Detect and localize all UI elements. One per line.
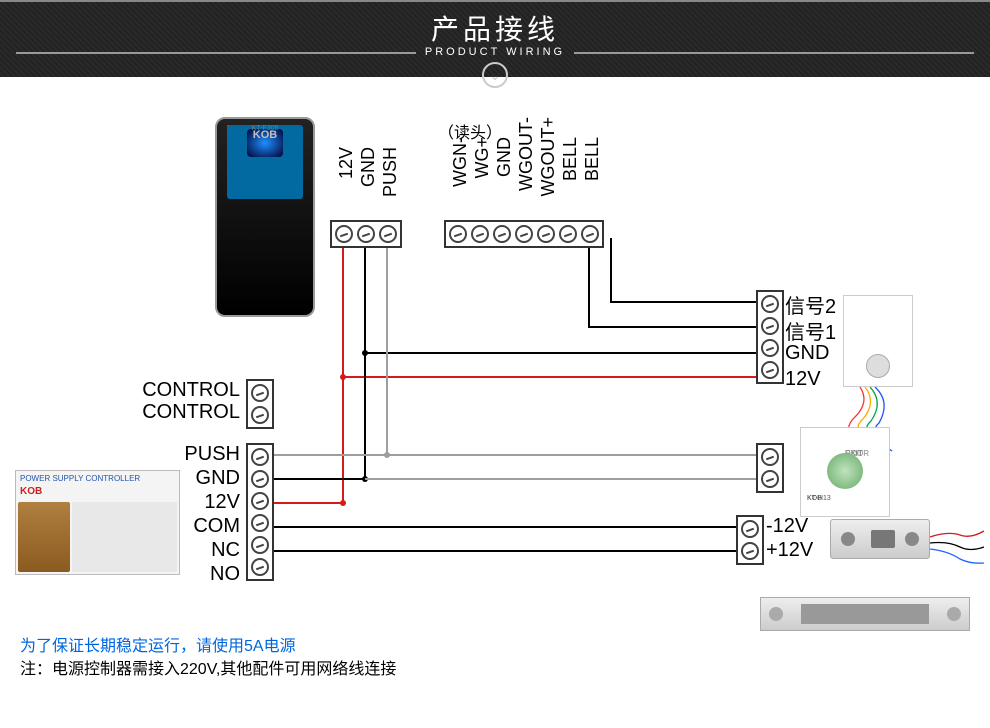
term-label: 12V xyxy=(785,368,821,391)
screw-icon xyxy=(379,225,397,243)
screw-icon xyxy=(741,520,759,538)
term-label: GND xyxy=(785,342,829,365)
screw-icon xyxy=(761,339,779,357)
maglock-plate-icon xyxy=(801,604,929,624)
screw-icon xyxy=(251,384,269,402)
psu-board xyxy=(72,502,177,572)
lock-hole-icon xyxy=(905,532,919,546)
term-label: WGOUT+ xyxy=(538,117,559,197)
electric-bolt-lock-device xyxy=(830,519,930,559)
note-220v: 注：电源控制器需接入220V,其他配件可用网络线连接 xyxy=(20,655,396,679)
header-banner: 产品接线 PRODUCT WIRING ⌄ xyxy=(0,0,990,77)
page-title: 产品接线 xyxy=(0,2,990,48)
top-terminal-block-b xyxy=(444,220,604,248)
psu-title: POWER SUPPLY CONTROLLER xyxy=(16,471,187,486)
fingerprint-reader-device: KOB KT-F305 xyxy=(215,117,315,317)
lock-hole-icon xyxy=(769,607,783,621)
screw-icon xyxy=(761,295,779,313)
exit-model: KT-H13 xyxy=(807,495,831,502)
reader-model: KT-F305 xyxy=(252,125,279,132)
lock-hole-icon xyxy=(841,532,855,546)
psu-brand: KOB xyxy=(16,486,187,500)
term-label: -12V xyxy=(766,515,808,538)
doorbell-device xyxy=(843,295,913,387)
term-label: 信号1 xyxy=(785,316,836,345)
screw-icon xyxy=(493,225,511,243)
term-label: BELL xyxy=(582,137,603,181)
left-terminal-block-lower xyxy=(246,443,274,581)
term-label: GND xyxy=(358,147,379,187)
screw-icon xyxy=(761,470,779,488)
right-doorbell-terminal-block xyxy=(756,290,784,384)
power-supply-controller-device: POWER SUPPLY CONTROLLER KOB xyxy=(15,470,180,575)
term-label: 信号2 xyxy=(785,290,836,319)
exit-button-device: DOOR EXIT KOB KT-H13 xyxy=(800,427,890,517)
page-subtitle: PRODUCT WIRING xyxy=(0,46,990,58)
screw-icon xyxy=(251,536,269,554)
magnetic-lock-device xyxy=(760,597,970,631)
term-label: CONTROL xyxy=(100,379,240,402)
lock-hole-icon xyxy=(947,607,961,621)
exit-push-icon xyxy=(827,453,863,489)
screw-icon xyxy=(251,492,269,510)
top-terminal-block-a xyxy=(330,220,402,248)
term-label: WG+ xyxy=(472,137,493,179)
transformer-icon xyxy=(18,502,70,572)
term-label: PUSH xyxy=(140,443,240,466)
note-power: 为了保证长期稳定运行，请使用5A电源 xyxy=(20,632,296,656)
screw-icon xyxy=(515,225,533,243)
screw-icon xyxy=(251,448,269,466)
term-label: BELL xyxy=(560,137,581,181)
screw-icon xyxy=(761,361,779,379)
term-label: PUSH xyxy=(380,147,401,197)
term-label: WGOUT- xyxy=(516,117,537,191)
right-lock-terminal-block xyxy=(736,515,764,565)
screw-icon xyxy=(741,542,759,560)
term-label: +12V xyxy=(766,539,813,562)
term-label: 12V xyxy=(336,147,357,179)
screw-icon xyxy=(251,558,269,576)
screw-icon xyxy=(251,514,269,532)
wiring-diagram: KOB KT-F305 （读头） 12V GND PUSH WGN- WG+ G… xyxy=(0,77,990,657)
screw-icon xyxy=(559,225,577,243)
term-label: WGN- xyxy=(450,137,471,187)
left-terminal-block-upper xyxy=(246,379,274,429)
screw-icon xyxy=(449,225,467,243)
lock-bolt-icon xyxy=(871,530,895,548)
screw-icon xyxy=(581,225,599,243)
screw-icon xyxy=(335,225,353,243)
screw-icon xyxy=(471,225,489,243)
right-exit-terminal-block xyxy=(756,443,784,493)
screw-icon xyxy=(761,448,779,466)
screw-icon xyxy=(251,470,269,488)
screw-icon xyxy=(537,225,555,243)
screw-icon xyxy=(357,225,375,243)
term-label: CONTROL xyxy=(100,401,240,424)
screw-icon xyxy=(761,317,779,335)
doorbell-button-icon xyxy=(866,354,890,378)
term-label: GND xyxy=(494,137,515,177)
screw-icon xyxy=(251,406,269,424)
